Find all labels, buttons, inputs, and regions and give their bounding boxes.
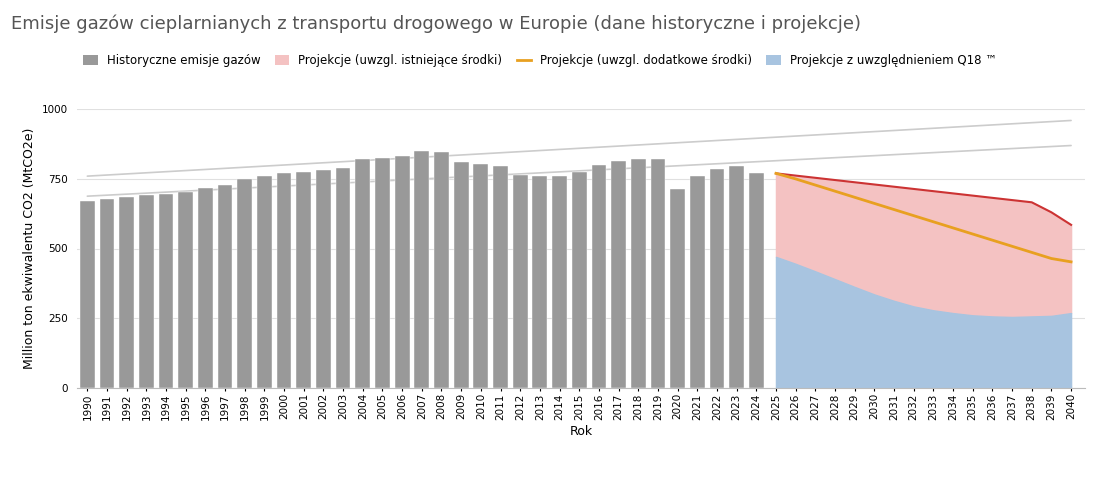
Bar (198, 188, 213, 388)
Bar (611, 161, 625, 388)
Bar (454, 162, 468, 388)
Bar (297, 172, 311, 388)
Bar (257, 175, 272, 388)
Bar (139, 195, 154, 388)
Bar (355, 160, 370, 388)
Bar (651, 160, 665, 388)
Bar (218, 185, 232, 388)
Bar (158, 194, 174, 388)
X-axis label: Rok: Rok (570, 425, 592, 438)
Bar (395, 156, 410, 388)
Bar (375, 158, 390, 388)
Bar (474, 164, 488, 388)
Bar (277, 172, 291, 388)
Bar (710, 169, 724, 388)
Bar (100, 199, 114, 388)
Bar (730, 166, 744, 388)
Bar (670, 189, 685, 388)
Bar (120, 197, 134, 388)
Text: Emisje gazów cieplarnianych z transportu drogowego w Europie (dane historyczne i: Emisje gazów cieplarnianych z transportu… (11, 15, 861, 33)
Bar (317, 170, 331, 388)
Bar (631, 160, 645, 388)
Bar (414, 151, 430, 388)
Bar (749, 173, 764, 388)
Bar (178, 192, 193, 388)
Bar (80, 201, 95, 388)
Bar (591, 165, 607, 388)
Bar (572, 172, 587, 388)
Bar (552, 175, 567, 388)
Legend: Historyczne emisje gazów, Projekcje (uwzgl. istniejące środki), Projekcje (uwzgl: Historyczne emisje gazów, Projekcje (uwz… (83, 54, 997, 67)
Bar (690, 175, 705, 388)
Bar (532, 175, 547, 388)
Bar (434, 153, 448, 388)
Bar (493, 166, 508, 388)
Y-axis label: Million ton ekwiwalentu CO2 (MtCO2e): Million ton ekwiwalentu CO2 (MtCO2e) (23, 128, 37, 369)
Bar (513, 175, 528, 388)
Bar (335, 168, 351, 388)
Bar (237, 179, 252, 388)
